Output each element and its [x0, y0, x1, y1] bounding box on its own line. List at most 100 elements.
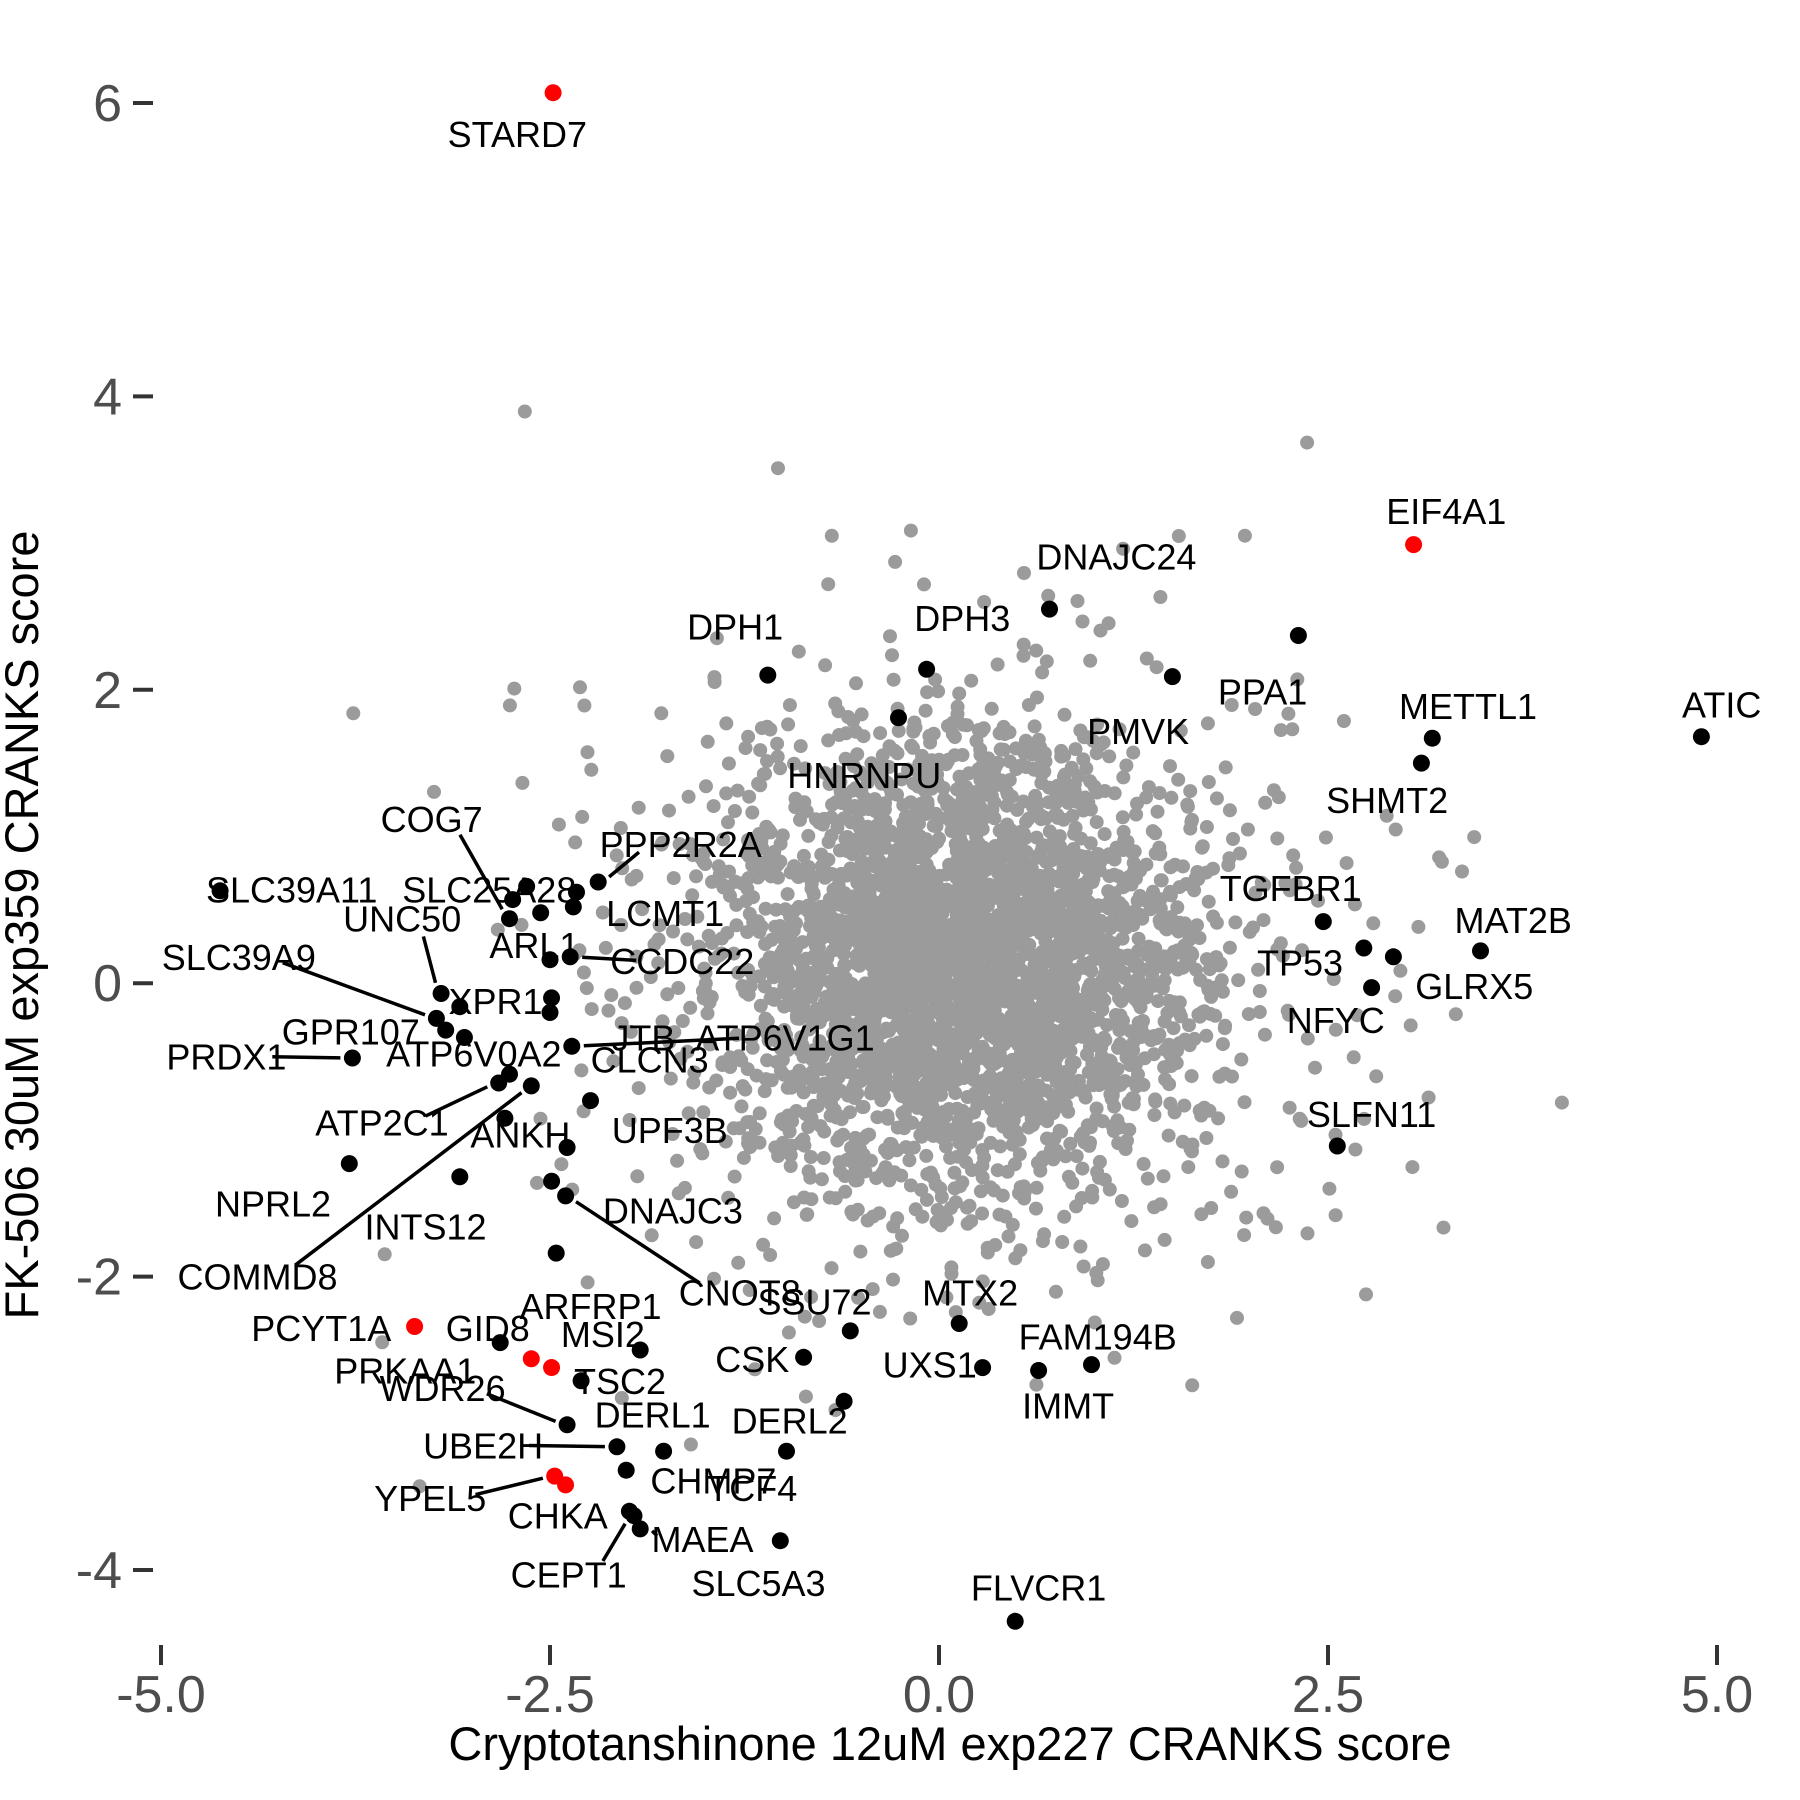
- gene-label-ARFRP1: ARFRP1: [519, 1286, 661, 1327]
- background-point: [1145, 1031, 1160, 1046]
- background-point: [1027, 762, 1042, 777]
- background-point: [758, 766, 773, 781]
- background-point: [856, 729, 871, 744]
- background-point: [1295, 943, 1309, 958]
- background-point: [849, 676, 863, 691]
- background-point: [1001, 892, 1016, 907]
- background-point: [780, 887, 795, 902]
- background-point: [834, 970, 849, 985]
- background-point: [722, 864, 736, 879]
- background-point: [876, 1163, 891, 1178]
- background-point: [803, 1150, 818, 1164]
- background-point: [698, 857, 713, 872]
- background-point: [971, 723, 986, 737]
- gene-label-ARL1: ARL1: [489, 925, 579, 966]
- background-point: [869, 913, 884, 928]
- background-point: [825, 797, 840, 812]
- gene-label-FLVCR1: FLVCR1: [971, 1568, 1106, 1609]
- background-point: [930, 954, 944, 969]
- background-point: [691, 939, 706, 954]
- background-point: [629, 980, 644, 995]
- background-point: [894, 1168, 909, 1183]
- background-point: [970, 935, 985, 950]
- background-point: [1094, 989, 1109, 1004]
- background-point: [779, 956, 794, 971]
- background-point: [912, 816, 926, 831]
- background-point: [1230, 1310, 1244, 1325]
- background-point: [991, 755, 1005, 770]
- background-point: [734, 1099, 749, 1114]
- background-point: [1006, 1084, 1021, 1099]
- background-point: [895, 1057, 910, 1072]
- background-point: [706, 799, 721, 814]
- background-point: [946, 921, 961, 936]
- background-point: [936, 781, 951, 795]
- gene-label-PMVK: PMVK: [1087, 711, 1189, 752]
- background-point: [1200, 716, 1215, 731]
- background-point: [689, 1235, 704, 1250]
- background-point: [911, 779, 926, 794]
- gene-label-PPP2R2A: PPP2R2A: [600, 824, 762, 865]
- background-point: [1111, 1136, 1126, 1151]
- background-point: [960, 1200, 974, 1215]
- background-point: [907, 1080, 922, 1094]
- background-point: [961, 1053, 976, 1068]
- gene-label-CSK: CSK: [715, 1339, 789, 1380]
- gene-label-DERL1: DERL1: [595, 1395, 711, 1436]
- background-point: [1029, 1180, 1044, 1195]
- background-point: [732, 1121, 747, 1136]
- background-point: [1163, 759, 1177, 774]
- unlabeled-black-point: [455, 1028, 473, 1046]
- background-point: [983, 1135, 998, 1150]
- background-point: [1200, 978, 1215, 993]
- background-point: [928, 1023, 943, 1038]
- data-point-SLFN11: [1328, 1137, 1346, 1155]
- data-point-SLC5A3: [771, 1532, 789, 1550]
- background-point: [906, 1140, 921, 1155]
- background-point: [898, 935, 913, 950]
- background-point: [654, 837, 669, 852]
- background-point: [1097, 1172, 1112, 1187]
- background-point: [756, 1237, 771, 1252]
- background-point: [1285, 722, 1300, 737]
- background-point: [901, 835, 916, 849]
- background-point: [1183, 821, 1198, 836]
- background-point: [920, 685, 935, 700]
- background-point: [938, 1008, 953, 1023]
- background-point: [1280, 1003, 1295, 1018]
- background-point: [1308, 1060, 1322, 1075]
- background-point: [838, 789, 853, 804]
- background-point: [929, 806, 943, 821]
- background-point: [846, 759, 861, 774]
- background-point: [922, 1076, 937, 1091]
- background-point: [721, 1190, 736, 1205]
- background-point: [1057, 707, 1072, 722]
- gene-label-METTL1: METTL1: [1399, 686, 1537, 727]
- background-point: [798, 1107, 813, 1121]
- background-point: [895, 1228, 909, 1243]
- background-point: [896, 1108, 911, 1123]
- background-point: [1131, 971, 1146, 986]
- background-point: [1053, 928, 1068, 943]
- background-point: [1148, 1094, 1163, 1109]
- background-point: [865, 1282, 880, 1297]
- background-point: [959, 779, 974, 794]
- background-point: [1019, 947, 1033, 961]
- background-point: [670, 1153, 685, 1168]
- background-point: [934, 1190, 949, 1204]
- background-point: [1162, 993, 1177, 1008]
- background-point: [1083, 836, 1098, 851]
- gene-label-UXS1: UXS1: [883, 1345, 977, 1386]
- background-point: [1058, 767, 1072, 782]
- background-point: [1037, 746, 1052, 761]
- background-point: [758, 1072, 773, 1087]
- background-point: [908, 720, 923, 735]
- data-point-PPP2R2A: [589, 873, 607, 891]
- leader-line-UNC50: [421, 935, 438, 984]
- data-point-COG7: [501, 910, 518, 928]
- background-point: [1041, 1009, 1056, 1024]
- gene-label-FAM194B: FAM194B: [1019, 1317, 1177, 1358]
- background-point: [1117, 971, 1132, 986]
- background-point: [891, 1045, 906, 1060]
- gene-label-ATP6V0A2: ATP6V0A2: [386, 1034, 561, 1075]
